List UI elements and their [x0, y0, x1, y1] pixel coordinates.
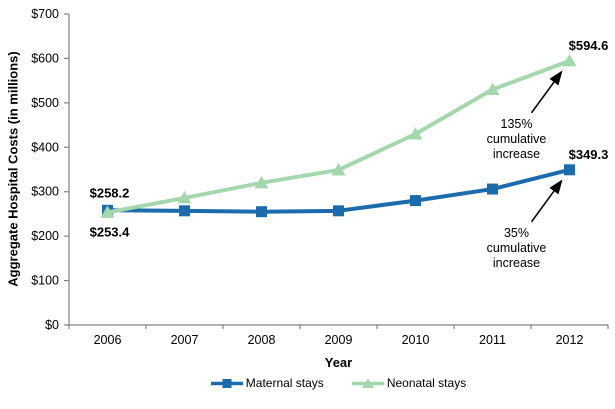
- data-point-marker-triangle: [254, 175, 269, 189]
- y-tick-label: $100: [31, 274, 59, 288]
- legend-label: Neonatal stays: [386, 376, 467, 390]
- data-point-marker-triangle: [562, 53, 577, 67]
- x-tick-label: 2011: [479, 333, 506, 347]
- legend-item-maternal-stays: Maternal stays: [210, 376, 324, 390]
- x-tick-label: 2009: [325, 333, 353, 347]
- data-point-marker-square: [564, 164, 575, 176]
- y-tick-label: $600: [31, 51, 59, 65]
- data-point-marker-square: [256, 206, 267, 218]
- legend-triangle-marker-icon: [351, 378, 384, 388]
- data-point-label: $253.4: [90, 224, 131, 239]
- legend-square-marker-icon: [210, 378, 243, 388]
- y-tick-label: $0: [45, 318, 59, 332]
- annotation-arrow: [530, 179, 563, 223]
- data-point-label: $258.2: [90, 185, 130, 200]
- data-point-marker-square: [487, 183, 498, 195]
- y-tick-label: $300: [31, 185, 59, 199]
- data-point-label: $594.6: [569, 38, 609, 53]
- data-point-marker-triangle: [331, 162, 346, 176]
- data-point-marker-square: [410, 195, 421, 207]
- y-tick-label: $200: [31, 229, 59, 243]
- data-point-marker-square: [179, 205, 190, 217]
- annotation-text: 135% cumulative increase: [487, 117, 547, 161]
- legend-label: Maternal stays: [245, 376, 324, 390]
- data-point-marker-triangle: [408, 126, 423, 140]
- legend: Maternal stays Neonatal stays: [69, 376, 608, 390]
- data-point-marker-square: [333, 205, 344, 217]
- x-tick-label: 2010: [402, 333, 430, 347]
- y-tick-label: $400: [31, 140, 59, 154]
- x-axis-title: Year: [324, 355, 353, 370]
- x-tick-label: 2012: [556, 333, 584, 347]
- data-point-marker-triangle: [100, 205, 115, 218]
- annotation-text: 35% cumulative increase: [487, 226, 547, 270]
- data-point-marker-triangle: [485, 82, 500, 96]
- data-point-label: $349.3: [569, 147, 609, 162]
- y-tick-label: $700: [31, 7, 59, 21]
- data-point-marker-triangle: [177, 190, 192, 204]
- legend-item-neonatal-stays: Neonatal stays: [351, 376, 467, 390]
- y-axis-title: Aggregate Hospital Costs (in millions): [5, 51, 21, 287]
- annotation-arrow: [530, 70, 563, 114]
- x-tick-label: 2008: [248, 333, 276, 347]
- x-tick-label: 2007: [171, 333, 199, 347]
- y-tick-label: $500: [31, 96, 59, 110]
- x-tick-label: 2006: [94, 333, 122, 347]
